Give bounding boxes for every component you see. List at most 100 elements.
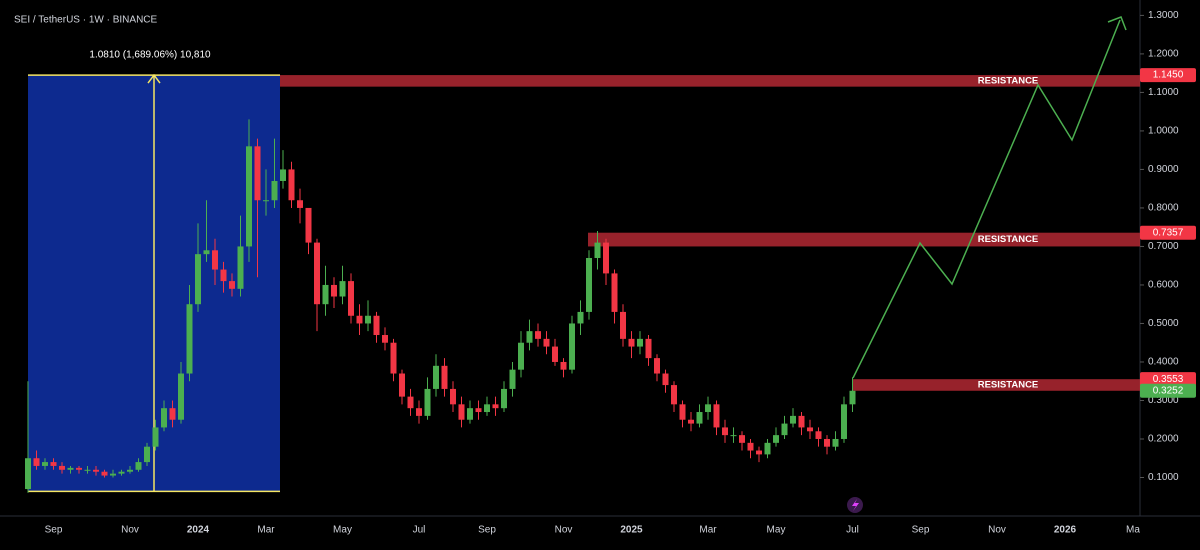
y-tick-label: 0.9000 [1148, 164, 1179, 175]
candle-body [603, 242, 609, 274]
y-tick-label: 1.3000 [1148, 10, 1179, 21]
candle-body [450, 388, 456, 405]
candle-body [841, 404, 847, 439]
candle-body [263, 200, 269, 202]
y-tick-label: 1.2000 [1148, 49, 1179, 60]
candle-body [101, 471, 108, 476]
x-tick-label: Nov [121, 525, 139, 536]
candle-body [220, 269, 227, 282]
y-tick-label: 0.8000 [1148, 203, 1179, 214]
candle-body [348, 281, 354, 316]
x-tick-label: Ma [1126, 525, 1140, 536]
y-tick-label: 0.2000 [1148, 434, 1179, 445]
x-tick-label: May [767, 525, 786, 536]
candle-body [509, 369, 516, 389]
candle-body [271, 180, 278, 201]
candle-body [356, 315, 363, 324]
candle-body [246, 146, 252, 247]
candle-body [637, 338, 643, 347]
candle-body [118, 471, 125, 474]
candle-body [790, 415, 796, 424]
projection-arrowhead [1107, 16, 1127, 31]
candle-body [42, 462, 48, 466]
candle-body [730, 435, 737, 437]
candle-body [424, 388, 431, 416]
candle-body [203, 250, 210, 255]
candle-body [467, 408, 473, 420]
candle-body [305, 207, 312, 243]
candle-body [552, 346, 558, 362]
candle-body [628, 338, 635, 347]
candle-body [849, 390, 856, 405]
y-tick-label: 1.0000 [1148, 126, 1179, 137]
projection-line [852, 19, 1121, 379]
y-tick-label: 0.1000 [1148, 472, 1179, 483]
candle-body [135, 462, 142, 470]
price-tag [1140, 68, 1196, 83]
price-tag [1140, 372, 1196, 387]
price-tag-label: 0.3252 [1153, 385, 1184, 396]
candle-body [59, 465, 65, 470]
y-tick-label: 0.3000 [1148, 395, 1179, 406]
x-tick-label: Jul [846, 525, 859, 536]
candle-body [229, 281, 235, 289]
y-tick-label: 0.7000 [1148, 241, 1179, 252]
zone-label: RESISTANCE [978, 75, 1039, 86]
price-tag-label: 0.7357 [1153, 227, 1184, 238]
x-tick-label: Nov [555, 525, 573, 536]
candle-body [696, 412, 703, 424]
y-tick-label: 1.1000 [1148, 87, 1179, 98]
candle-body [416, 408, 422, 416]
resistance-zone [853, 379, 1140, 391]
x-tick-label: Jul [413, 525, 426, 536]
candle-body [798, 415, 805, 428]
candle-body [458, 404, 465, 420]
candle-body [297, 200, 303, 208]
candle-body [713, 404, 720, 428]
candle-body [679, 404, 686, 420]
candle-body [645, 338, 652, 359]
candle-body [161, 408, 167, 428]
candle-body [433, 365, 439, 389]
resistance-zone [588, 232, 1140, 247]
candle-body [526, 331, 533, 343]
candle-body [186, 304, 193, 374]
candle-body [339, 281, 346, 297]
plot: 1.0810 (1,689.06%) 10,810 RESISTANCE RESIS… [25, 10, 1196, 536]
candle-body [688, 419, 694, 424]
zone-label: RESISTANCE [978, 379, 1039, 390]
candle-body [127, 469, 133, 472]
price-tag-label: 0.3553 [1153, 374, 1184, 385]
x-tick-label: Sep [478, 525, 496, 536]
candle-body [764, 442, 771, 455]
candle-body [594, 242, 601, 258]
x-tick-label: Mar [257, 525, 275, 536]
x-tick-label: Nov [988, 525, 1006, 536]
candle-body [543, 338, 550, 347]
candle-body [178, 373, 184, 420]
candle-body [671, 385, 677, 405]
candle-body [773, 435, 779, 443]
candle-body [67, 467, 74, 470]
candle-body [756, 450, 762, 455]
candle-body [50, 462, 57, 466]
candle-body [807, 427, 813, 432]
measure-label: 1.0810 (1,689.06%) 10,810 [89, 50, 211, 61]
candle-body [93, 469, 99, 472]
candle-body [620, 311, 626, 339]
candle-body [492, 404, 499, 409]
x-tick-label: 2025 [620, 525, 643, 536]
candle-body [518, 342, 524, 370]
candle-body [586, 258, 592, 312]
x-tick-label: Sep [45, 525, 63, 536]
resistance-zone [280, 75, 1140, 87]
candle-body [365, 315, 371, 324]
candle-body [441, 365, 448, 389]
price-tag [1140, 383, 1196, 398]
candle-body [501, 388, 507, 409]
candle-body [212, 250, 218, 270]
candle-body [722, 427, 728, 436]
candle-body [76, 467, 82, 470]
